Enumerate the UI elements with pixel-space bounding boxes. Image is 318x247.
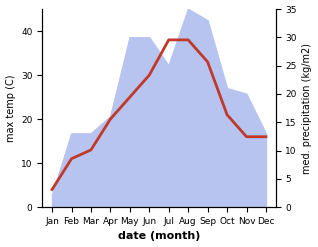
X-axis label: date (month): date (month) (118, 231, 200, 242)
Y-axis label: med. precipitation (kg/m2): med. precipitation (kg/m2) (302, 43, 313, 174)
Y-axis label: max temp (C): max temp (C) (5, 74, 16, 142)
